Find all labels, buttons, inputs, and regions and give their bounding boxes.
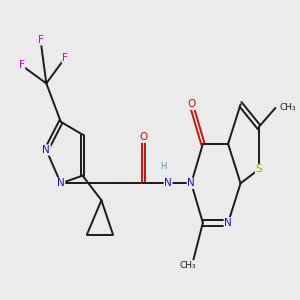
Text: H: H bbox=[160, 162, 167, 171]
Text: N: N bbox=[42, 145, 50, 155]
Text: F: F bbox=[62, 53, 68, 63]
Text: F: F bbox=[38, 35, 44, 45]
Text: N: N bbox=[164, 178, 172, 188]
Text: N: N bbox=[188, 178, 195, 188]
Text: N: N bbox=[57, 178, 65, 188]
Text: CH₃: CH₃ bbox=[280, 103, 296, 112]
Text: CH₃: CH₃ bbox=[180, 261, 196, 270]
Text: N: N bbox=[224, 218, 232, 228]
Text: O: O bbox=[139, 132, 148, 142]
Text: F: F bbox=[19, 60, 25, 70]
Text: O: O bbox=[187, 99, 195, 110]
Text: S: S bbox=[256, 164, 262, 175]
